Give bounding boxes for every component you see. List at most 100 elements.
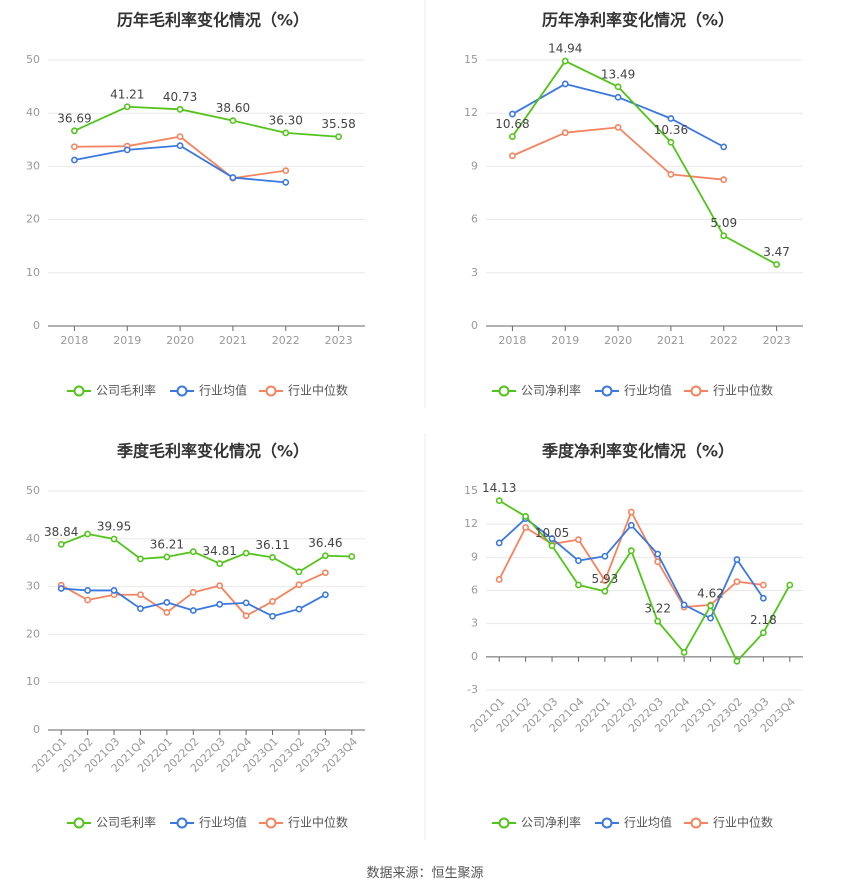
legend-item-industry-avg[interactable]: 行业均值	[595, 383, 672, 398]
data-point	[110, 587, 118, 594]
data-point	[786, 581, 794, 589]
y-tick-label: 3	[471, 266, 478, 279]
legend-item-company[interactable]: 公司净利率	[492, 383, 581, 398]
data-point	[242, 612, 250, 620]
series-line	[511, 60, 778, 266]
y-tick-label: 0	[33, 319, 40, 332]
data-label: 5.93	[592, 572, 619, 586]
data-point	[71, 127, 78, 135]
data-point	[548, 535, 556, 542]
legend-item-industry-avg[interactable]: 行业均值	[595, 815, 672, 830]
data-label: 36.11	[255, 538, 289, 552]
data-point	[189, 588, 197, 596]
data-label: 35.58	[321, 117, 355, 131]
data-point	[176, 133, 184, 141]
data-point	[57, 540, 65, 548]
legend-item-industry-avg[interactable]: 行业均值	[170, 383, 247, 398]
legend-marker	[73, 385, 85, 397]
legend-label: 行业中位数	[713, 815, 773, 830]
data-point	[216, 560, 224, 568]
x-tick-label: 2022	[272, 334, 300, 347]
chart-title: 季度净利率变化情况（%）	[541, 442, 734, 461]
series-industry-median	[57, 569, 329, 620]
x-tick-label: 2018	[498, 334, 526, 347]
legend-marker	[498, 385, 510, 397]
chart-2: 历年净利率变化情况（%） 0 3 6 9 12 15 2018 2019 2020 2021 2022…	[464, 11, 803, 398]
series-industry-median	[509, 123, 728, 184]
chart-3: 季度毛利率变化情况（%）010203040502021Q12021Q22021Q…	[26, 442, 365, 830]
data-point	[509, 133, 516, 141]
legend-label: 行业中位数	[288, 383, 348, 398]
data-label: 13.49	[601, 67, 635, 81]
data-point	[176, 142, 184, 150]
data-point	[680, 601, 688, 609]
y-tick-label: 0	[471, 319, 478, 332]
legend-item-industry-median[interactable]: 行业中位数	[684, 815, 773, 830]
series-line	[512, 126, 724, 181]
data-point	[575, 536, 582, 544]
data-label: 2.18	[750, 613, 777, 627]
data-point	[57, 585, 65, 592]
legend-item-company[interactable]: 公司毛利率	[67, 815, 156, 830]
data-label: 38.84	[44, 525, 78, 539]
y-tick-label: 30	[26, 159, 40, 172]
data-label: 5.09	[710, 216, 737, 230]
data-point	[759, 581, 767, 589]
data-point	[176, 105, 184, 113]
data-point	[71, 143, 78, 151]
legend-item-industry-median[interactable]: 行业中位数	[259, 383, 348, 398]
data-point	[269, 612, 276, 620]
footer-label: 数据来源：	[366, 866, 432, 881]
legend-label: 公司净利率	[521, 383, 581, 398]
x-tick-label: 2020	[166, 334, 194, 347]
x-tick-label: 2021	[657, 334, 685, 347]
series-line	[74, 144, 286, 184]
legend-label: 行业中位数	[288, 815, 348, 830]
y-tick-label: 10	[26, 266, 40, 279]
y-tick-label: 50	[26, 484, 40, 497]
data-point	[614, 83, 622, 91]
y-tick-label: 12	[464, 517, 478, 530]
data-point	[522, 524, 530, 531]
data-point	[242, 599, 250, 607]
legend-label: 行业均值	[199, 383, 247, 398]
series-line	[498, 499, 791, 663]
data-point	[654, 550, 662, 558]
legend-item-industry-median[interactable]: 行业中位数	[259, 815, 348, 830]
data-point	[84, 530, 92, 538]
data-point	[627, 521, 635, 529]
y-tick-label: 9	[471, 550, 478, 563]
legend-marker	[176, 385, 188, 397]
series-company	[509, 57, 780, 268]
data-point	[509, 110, 516, 118]
data-point	[548, 542, 556, 550]
footer-source: 恒生聚源	[431, 866, 484, 881]
data-point	[680, 649, 688, 656]
data-point	[720, 232, 728, 240]
x-tick-label: 2023	[763, 334, 791, 347]
data-point	[137, 591, 144, 599]
y-tick-label: 20	[26, 627, 40, 640]
data-point	[335, 133, 342, 141]
legend-marker	[498, 817, 510, 829]
data-point	[667, 115, 675, 122]
data-point	[269, 598, 276, 605]
legend-item-company[interactable]: 公司毛利率	[67, 383, 156, 398]
legend-item-industry-avg[interactable]: 行业均值	[170, 815, 247, 830]
data-point	[229, 117, 237, 125]
x-tick-label: 2023	[325, 334, 353, 347]
legend-label: 公司净利率	[521, 815, 581, 830]
y-tick-label: 50	[26, 53, 40, 66]
y-tick-label: 20	[26, 213, 40, 226]
data-point	[216, 600, 224, 608]
x-tick-label: 2018	[60, 334, 88, 347]
x-tick-label: 2021	[219, 334, 247, 347]
data-point	[601, 577, 609, 584]
legend-item-company[interactable]: 公司净利率	[492, 815, 581, 830]
data-label: 41.21	[110, 87, 144, 101]
data-label: 36.69	[57, 111, 91, 125]
legend-item-industry-median[interactable]: 行业中位数	[684, 383, 773, 398]
data-point	[295, 581, 303, 589]
data-point	[720, 143, 728, 151]
